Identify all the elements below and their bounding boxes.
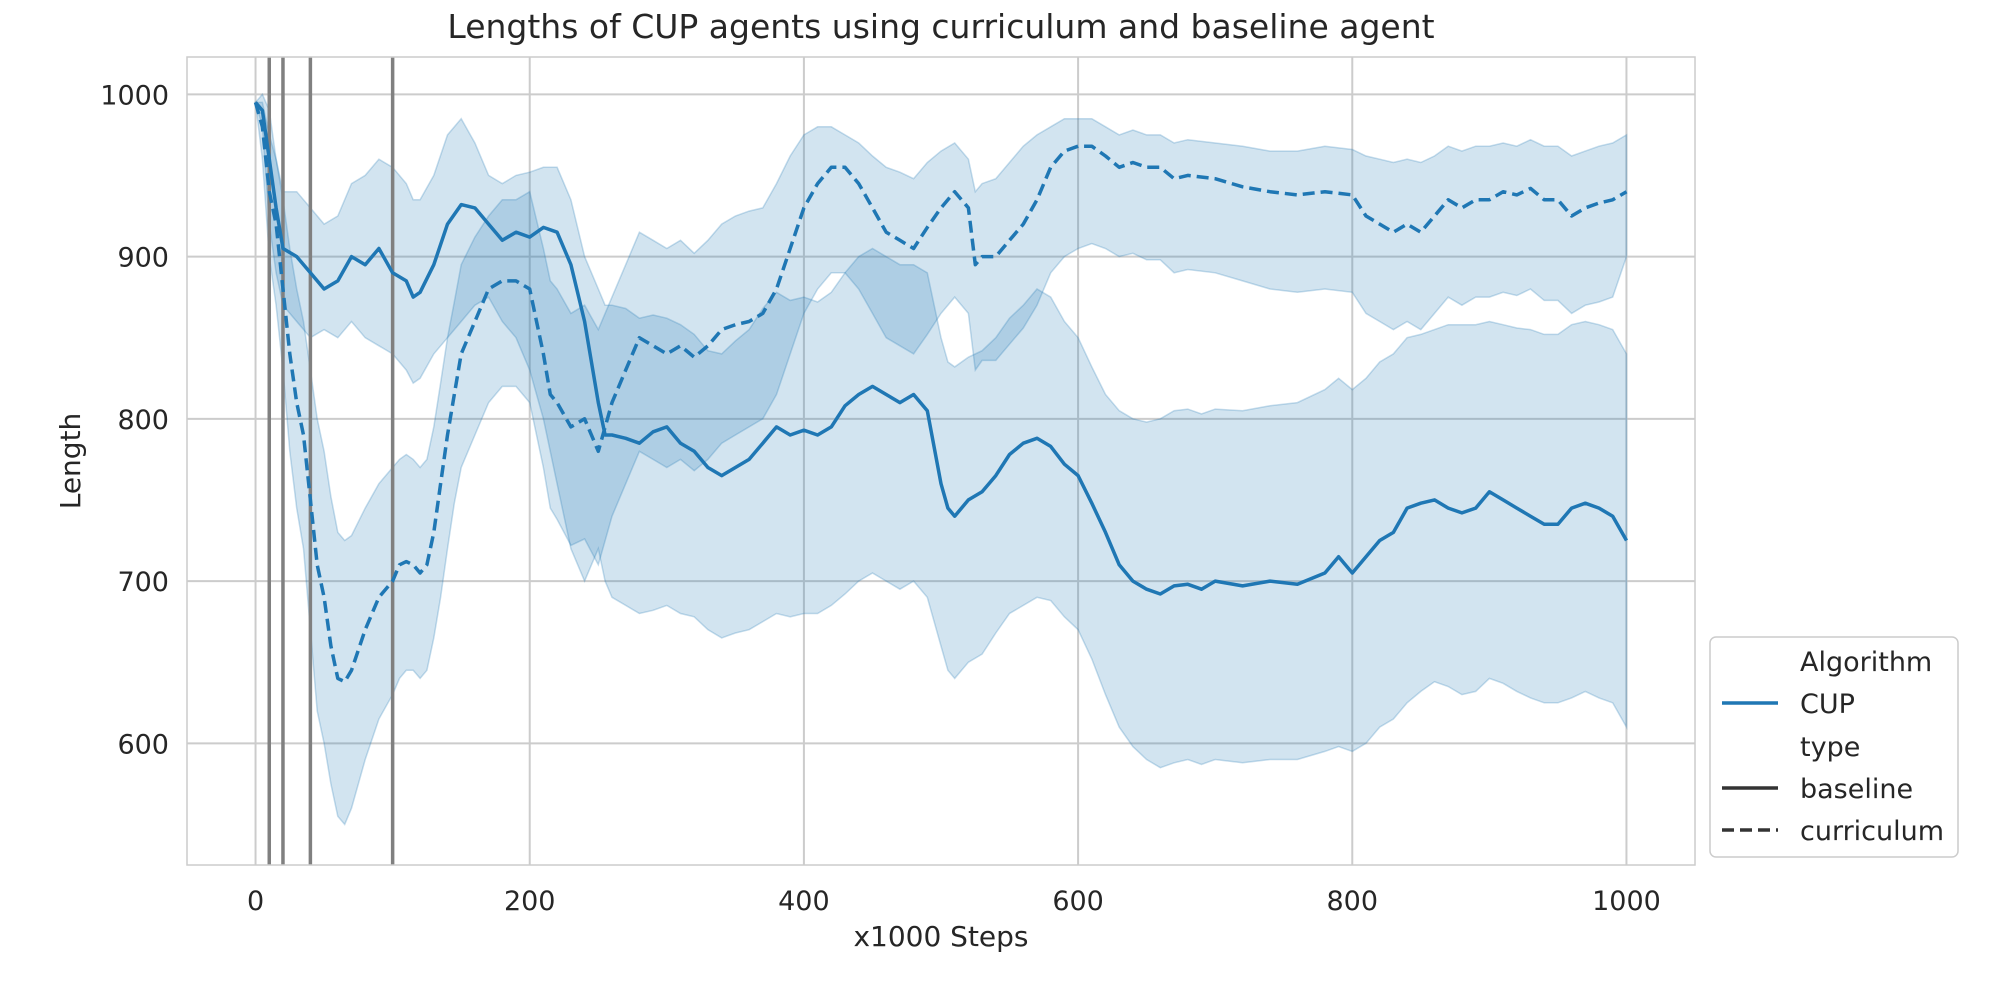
band-curriculum bbox=[254, 101, 1628, 826]
x-tick-label: 800 bbox=[1326, 886, 1378, 917]
y-tick-label: 700 bbox=[117, 567, 169, 598]
y-tick-label: 900 bbox=[117, 243, 169, 274]
x-tick-label: 1000 bbox=[1592, 886, 1661, 917]
legend-entry-cup: CUP bbox=[1800, 689, 1855, 720]
x-tick-label: 400 bbox=[778, 886, 830, 917]
series-lines bbox=[253, 101, 1629, 684]
vertical-markers bbox=[267, 57, 395, 865]
x-tick-label: 0 bbox=[247, 886, 264, 917]
x-tick-label: 200 bbox=[504, 886, 556, 917]
plot-frame bbox=[186, 56, 1696, 866]
legend-box bbox=[1709, 636, 1959, 858]
legend-entry-curriculum: curriculum bbox=[1800, 816, 1944, 847]
x-axis-label: x1000 Steps bbox=[853, 920, 1028, 953]
y-axis-label: Length bbox=[54, 413, 87, 510]
chart-title: Lengths of CUP agents using curriculum a… bbox=[447, 7, 1434, 46]
series-line-baseline bbox=[254, 101, 1629, 596]
legend-title-algorithm: Algorithm bbox=[1800, 647, 1932, 678]
legend-title-type: type bbox=[1800, 732, 1860, 763]
grid bbox=[187, 57, 1695, 865]
y-tick-label: 800 bbox=[117, 405, 169, 436]
y-tick-label: 600 bbox=[117, 729, 169, 760]
tick-labels: 0 200 400 600 800 1000 600 700 800 900 1000 bbox=[100, 80, 1661, 917]
x-tick-label: 600 bbox=[1052, 886, 1104, 917]
series-line-curriculum bbox=[253, 101, 1628, 684]
legend: Algorithm CUP type baseline curriculum bbox=[1709, 636, 1959, 858]
y-tick-label: 1000 bbox=[100, 80, 169, 111]
legend-entry-baseline: baseline bbox=[1800, 774, 1913, 805]
